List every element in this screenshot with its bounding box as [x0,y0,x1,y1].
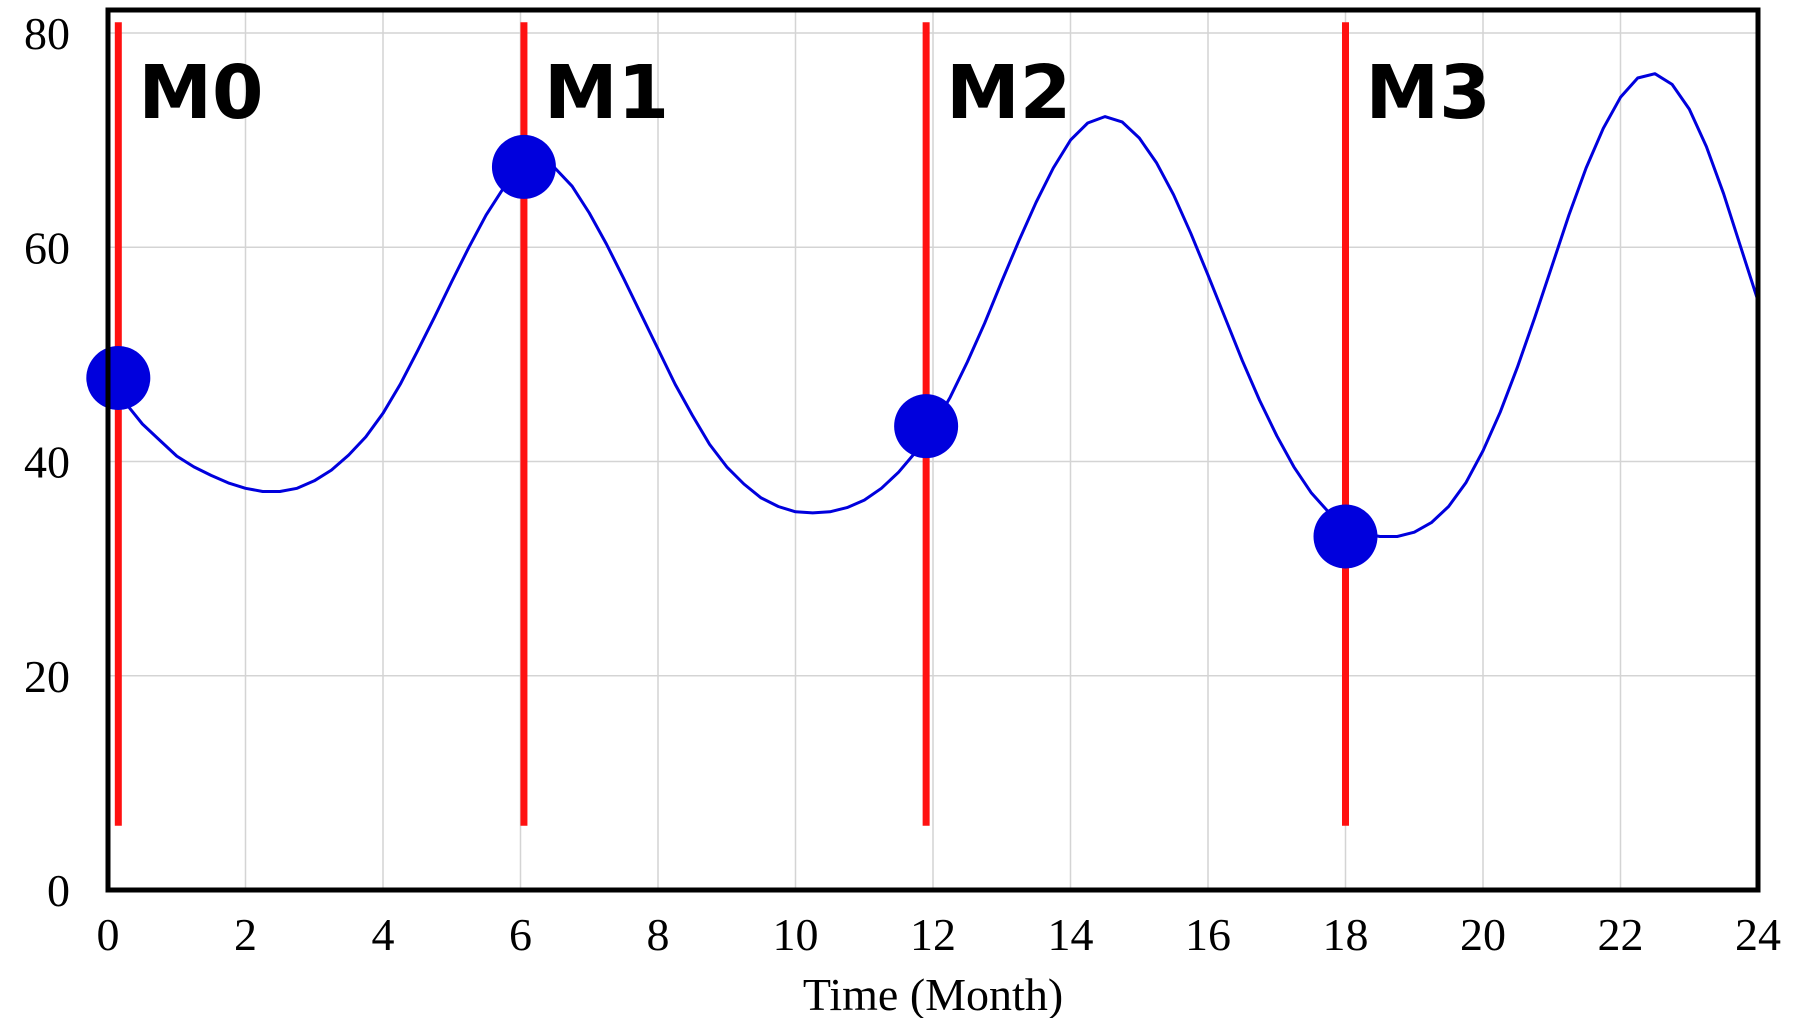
milestone-point [894,394,959,459]
y-tick-label: 60 [24,222,70,273]
x-tick-label: 22 [1598,909,1644,960]
x-tick-label: 2 [234,909,257,960]
milestone-label: M0 [138,50,263,136]
milestone-label: M2 [946,50,1071,136]
x-tick-labels: 0 2 4 6 8 10 12 14 16 18 20 22 24 [97,909,1782,960]
milestone-label: M1 [544,50,669,136]
plot-frame [105,7,1761,893]
y-tick-label: 80 [24,8,70,59]
x-axis-title: Time (Month) [803,969,1063,1018]
x-tick-label: 20 [1460,909,1506,960]
y-tick-labels: 0 20 40 60 80 [24,8,70,916]
y-tick-label: 20 [24,651,70,702]
x-tick-label: 4 [372,909,395,960]
x-tick-label: 0 [97,909,120,960]
y-tick-label: 0 [47,865,70,916]
x-tick-label: 8 [647,909,670,960]
milestone-label: M3 [1366,50,1491,136]
x-tick-label: 10 [773,909,819,960]
x-tick-label: 16 [1185,909,1231,960]
milestone-point [86,345,151,410]
y-tick-label: 40 [24,437,70,488]
milestone-point [1313,504,1378,569]
milestone-point [491,134,556,199]
x-tick-label: 12 [910,909,956,960]
x-tick-label: 24 [1735,909,1781,960]
x-tick-label: 18 [1323,909,1369,960]
x-tick-label: 6 [509,909,532,960]
x-tick-label: 14 [1048,909,1094,960]
milestone-layer: M0 M1 M2 M3 [86,22,1491,826]
